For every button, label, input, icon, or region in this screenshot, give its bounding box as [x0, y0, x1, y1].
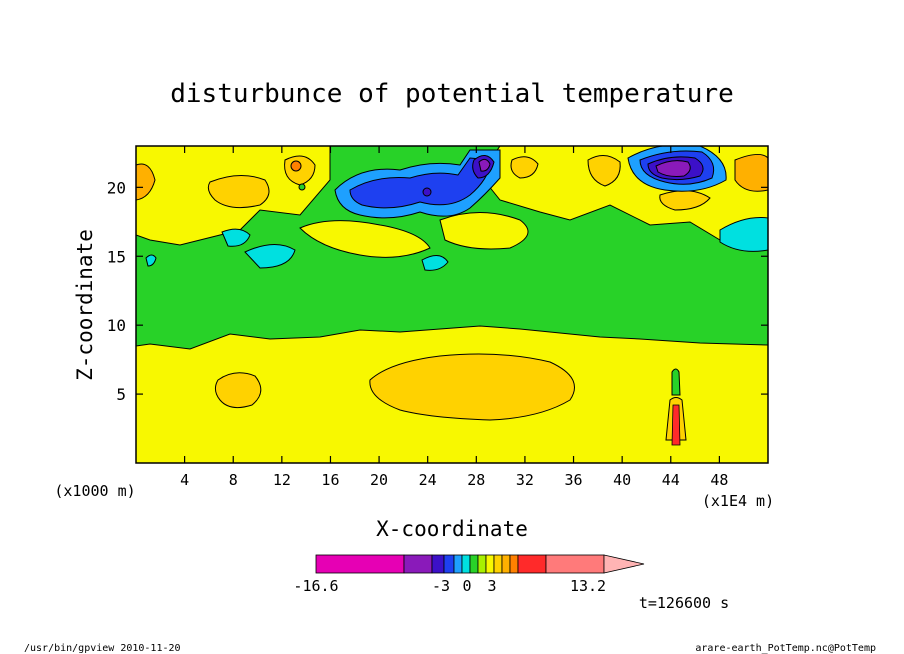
x-tick-label: 8 [229, 471, 238, 489]
footer-left: /usr/bin/gpview 2010-11-20 [24, 643, 181, 654]
colorbar-segment [431, 554, 445, 574]
x-unit-left: (x1000 m) [54, 482, 135, 500]
colorbar-segment [501, 554, 511, 574]
colorbar-ticks: -3 0 3 [432, 577, 497, 595]
colorbar-segment [453, 554, 463, 574]
colorbar-segment [545, 554, 605, 574]
colorbar-segment [509, 554, 519, 574]
x-axis: 4 8 12 16 20 24 28 32 36 40 44 48 [180, 146, 728, 489]
colorbar-segment [469, 554, 479, 574]
y-tick-label: 20 [107, 178, 126, 197]
colorbar-tick-label: -3 [432, 577, 450, 595]
region-cyan-x8 [221, 228, 251, 247]
colorbar-arrow [603, 554, 645, 574]
colorbar-segment [517, 554, 547, 574]
region-orange-x50 [734, 154, 768, 192]
region-orange-lower-x28 [369, 353, 575, 421]
y-tick-label: 15 [107, 247, 126, 266]
region-orange-x2 [136, 163, 156, 201]
x-tick-label: 16 [321, 471, 339, 489]
x-tick-label: 36 [565, 471, 583, 489]
x-tick-label: 12 [273, 471, 291, 489]
x-tick-label: 24 [419, 471, 437, 489]
spot-red-x13 [290, 160, 302, 172]
region-orange-lower-x8 [214, 372, 262, 409]
region-plume-green [671, 368, 681, 396]
x-tick-label: 48 [710, 471, 728, 489]
region-cyan-x50 [719, 217, 768, 252]
y-axis-label: Z-coordinate [73, 229, 97, 381]
colorbar-min-label: -16.6 [293, 577, 338, 595]
footer-right: arare-earth_PotTemp.nc@PotTemp [695, 643, 876, 654]
time-label: t=126600 s [639, 594, 729, 612]
y-axis: 5 10 15 20 [107, 178, 768, 404]
region-cyan-x12 [244, 244, 296, 269]
colorbar-segment [477, 554, 487, 574]
x-unit-right: (x1E4 m) [702, 492, 774, 510]
colorbar-segment [461, 554, 471, 574]
region-deepblue-band [349, 157, 493, 209]
x-tick-label: 28 [467, 471, 485, 489]
colorbar-max-label: 13.2 [570, 577, 606, 595]
region-orange-x36 [587, 155, 621, 187]
colorbar-tick-label: 3 [487, 577, 496, 595]
chart-title: disturbunce of potential temperature [170, 79, 734, 109]
colorbar-tick-label: 0 [462, 577, 471, 595]
x-tick-label: 32 [516, 471, 534, 489]
colorbar-segment [493, 554, 503, 574]
x-tick-label: 40 [613, 471, 631, 489]
region-cyan-x26 [421, 255, 449, 271]
region-cyan-x1 [145, 254, 157, 267]
colorbar-segment [403, 554, 433, 574]
plot-frame [135, 145, 769, 464]
x-tick-label: 4 [180, 471, 189, 489]
y-tick-label: 10 [107, 316, 126, 335]
x-axis-label: X-coordinate [376, 517, 528, 541]
region-purple-core-x44 [655, 160, 691, 177]
colorbar-segment [443, 554, 455, 574]
x-tick-label: 44 [662, 471, 680, 489]
region-orange-x32 [510, 156, 539, 179]
region-yellow-x27 [439, 212, 529, 250]
spot-green-x13 [298, 183, 306, 191]
region-plume-red [671, 404, 681, 446]
colorbar [315, 554, 645, 574]
region-yellow-x18 [299, 220, 431, 258]
colorbar-segment [315, 554, 405, 574]
region-purple-core-x28 [478, 158, 491, 172]
colorbar-segment [485, 554, 495, 574]
spot-blue-x23 [422, 187, 432, 197]
y-tick-label: 5 [116, 385, 126, 404]
contour-field [136, 146, 768, 463]
region-orange-x10 [207, 175, 270, 209]
x-tick-label: 20 [370, 471, 388, 489]
